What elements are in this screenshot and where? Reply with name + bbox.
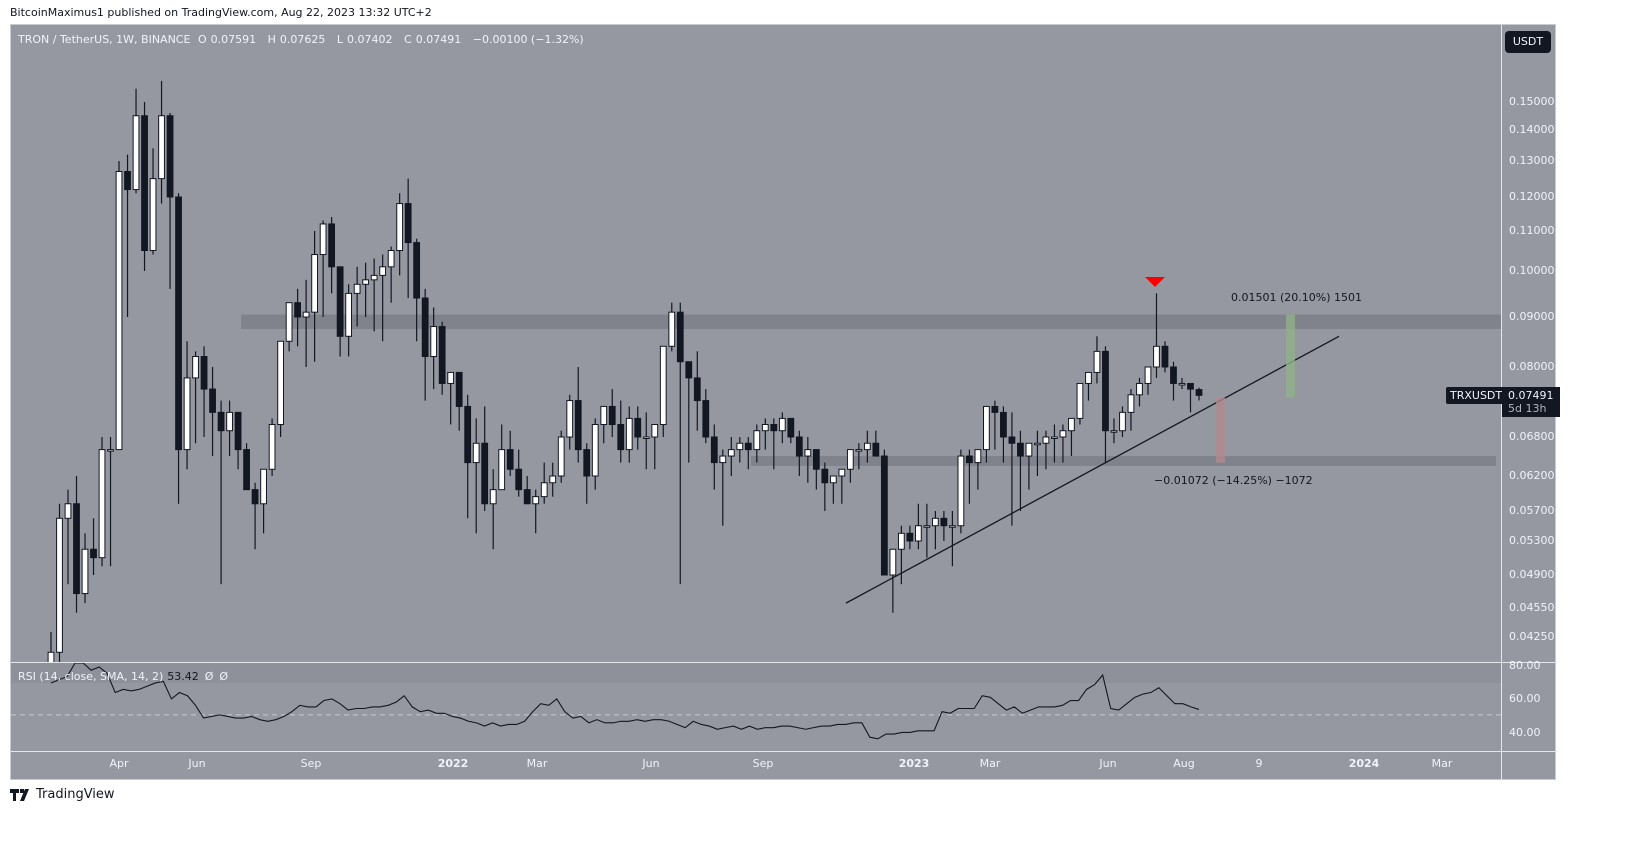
time-axis-label: Aug bbox=[1173, 757, 1195, 770]
support-zone bbox=[751, 456, 1496, 466]
rsi-axis-label: 40.00 bbox=[1509, 726, 1541, 739]
price-axis-label: 0.11000 bbox=[1509, 224, 1555, 237]
rsi-line bbox=[50, 663, 1200, 740]
time-axis-label: Mar bbox=[1431, 757, 1453, 770]
price-axis-label: 0.15000 bbox=[1509, 95, 1555, 108]
time-axis-label: 9 bbox=[1255, 757, 1263, 770]
top-marker-icon bbox=[1145, 277, 1165, 287]
candle-countdown: 5d 13h bbox=[1508, 402, 1547, 415]
tradingview-logo[interactable]: TradingView bbox=[10, 787, 115, 802]
ohlc-change: −0.00100 (−1.32%) bbox=[472, 33, 584, 46]
price-axis-label: 0.12000 bbox=[1509, 190, 1555, 203]
price-axis-label: 0.06200 bbox=[1509, 469, 1555, 482]
price-axis-label: 0.05300 bbox=[1509, 534, 1555, 547]
price-axis-label: 0.10000 bbox=[1509, 264, 1555, 277]
price-axis-label: 0.04900 bbox=[1509, 568, 1555, 581]
time-axis-label: 2024 bbox=[1348, 757, 1380, 770]
pane-separator[interactable] bbox=[11, 662, 1557, 663]
downside-target-box bbox=[1216, 397, 1225, 463]
time-axis-label: 2023 bbox=[898, 757, 930, 770]
time-axis-border bbox=[11, 751, 1557, 752]
rsi-axis-label: 60.00 bbox=[1509, 692, 1541, 705]
upside-measure-label: 0.01501 (20.10%) 1501 bbox=[1231, 291, 1363, 304]
price-axis-label: 0.08000 bbox=[1509, 360, 1555, 373]
ohlc-high: H 0.07625 bbox=[267, 33, 326, 46]
price-axis-label: 0.04250 bbox=[1509, 630, 1555, 643]
time-axis-label: Jun bbox=[188, 757, 206, 770]
rsi-title[interactable]: RSI (14, close, SMA, 14, 2) bbox=[18, 670, 164, 683]
time-axis-label: Jun bbox=[642, 757, 660, 770]
price-axis-label: 0.13000 bbox=[1509, 154, 1555, 167]
rsi-value: 53.42 bbox=[167, 670, 199, 683]
ohlc-close: C 0.07491 bbox=[404, 33, 462, 46]
downside-measure-label: −0.01072 (−14.25%) −1072 bbox=[1154, 474, 1313, 487]
currency-button[interactable]: USDT bbox=[1505, 31, 1551, 53]
rsi-bb-value: Ø bbox=[219, 670, 229, 683]
rsi-pane[interactable] bbox=[11, 663, 1501, 751]
price-axis-label: 0.09000 bbox=[1509, 310, 1555, 323]
time-axis-label: Mar bbox=[526, 757, 548, 770]
time-axis-label: Mar bbox=[979, 757, 1001, 770]
candlestick-chart bbox=[47, 80, 1501, 662]
current-price-value: 0.07491 bbox=[1508, 389, 1554, 402]
publisher-line: BitcoinMaximus1 published on TradingView… bbox=[10, 6, 432, 19]
price-pane[interactable] bbox=[11, 25, 1501, 662]
rsi-legend: RSI (14, close, SMA, 14, 2) 53.42 Ø Ø bbox=[18, 670, 228, 683]
tradingview-logo-icon bbox=[10, 788, 29, 801]
rsi-axis-label: 80.00 bbox=[1509, 659, 1541, 672]
rsi-chart bbox=[11, 663, 1501, 740]
ascending-trendline bbox=[845, 335, 1340, 604]
price-axis-label: 0.14000 bbox=[1509, 123, 1555, 136]
tradingview-brand: TradingView bbox=[36, 787, 115, 802]
rsi-sma-value: Ø bbox=[204, 670, 214, 683]
ohlc-open: O 0.07591 bbox=[197, 33, 257, 46]
price-axis-label: 0.06800 bbox=[1509, 430, 1555, 443]
time-axis-label: Apr bbox=[109, 757, 129, 770]
ohlc-low: L 0.07402 bbox=[336, 33, 393, 46]
price-axis-label: 0.04550 bbox=[1509, 601, 1555, 614]
symbol-title[interactable]: TRON / TetherUS, 1W, BINANCE bbox=[18, 33, 191, 46]
price-axis-label: 0.05700 bbox=[1509, 504, 1555, 517]
time-axis-label: 2022 bbox=[437, 757, 469, 770]
time-axis-label: Sep bbox=[752, 757, 774, 770]
resistance-zone bbox=[241, 314, 1501, 329]
time-axis-label: Sep bbox=[300, 757, 322, 770]
upside-target-box bbox=[1286, 314, 1295, 398]
symbol-price-tag: TRXUSDT bbox=[1446, 387, 1507, 404]
current-price-tag: 0.07491 5d 13h bbox=[1502, 387, 1560, 417]
time-axis-label: Jun bbox=[1099, 757, 1117, 770]
rsi-overbought-band bbox=[11, 663, 1501, 683]
